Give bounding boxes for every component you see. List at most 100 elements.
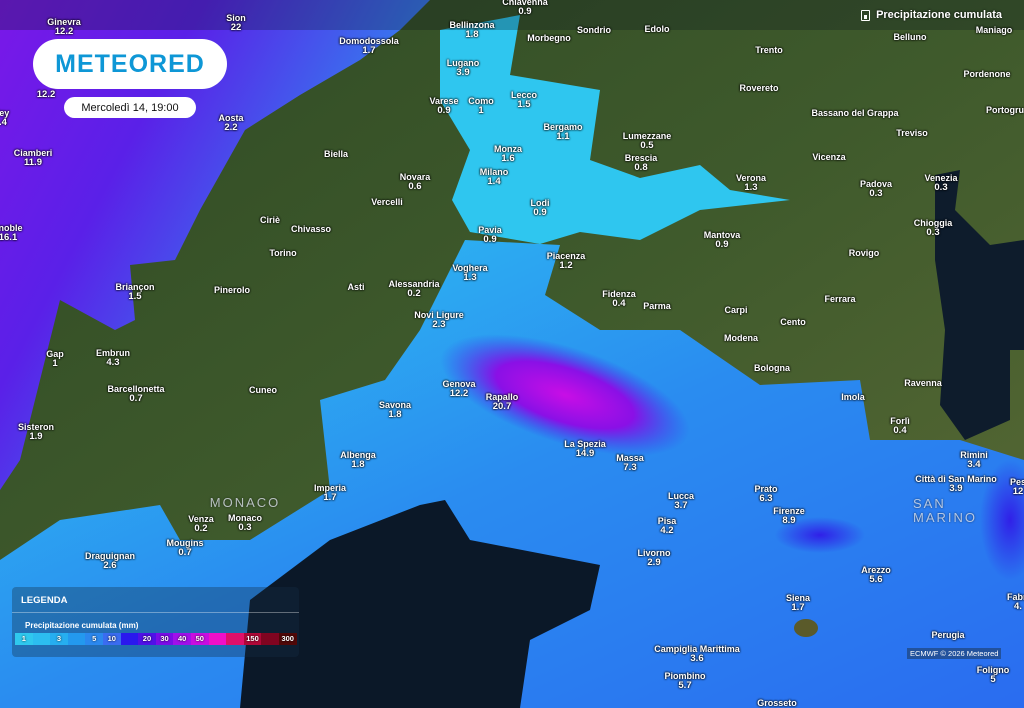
legend-subtitle: Precipitazione cumulata (mm): [25, 621, 139, 630]
city-name: Gap: [46, 349, 64, 359]
city-label: Como 1: [468, 96, 494, 116]
city-label: Lumezzane 0.5: [623, 131, 672, 151]
city-label: Morbegno: [527, 33, 571, 43]
city-label: Pinerolo: [214, 285, 250, 295]
precip-value: 0.9: [483, 234, 497, 245]
city-label: Verona 1.3: [736, 173, 766, 193]
city-name: Piacenza: [546, 251, 586, 261]
precip-value: 1.3: [744, 182, 758, 193]
city-name: Livorno: [637, 548, 671, 558]
city-name: Forlì: [890, 416, 910, 426]
city-name: Ciriè: [259, 215, 281, 225]
forecast-datetime[interactable]: Mercoledì 14, 19:00: [64, 97, 196, 118]
precip-value: 11.9: [24, 157, 42, 168]
city-label: Bergamo 1.1: [543, 122, 582, 142]
precip-value: 6.3: [759, 493, 773, 504]
city-name: Sisteron: [17, 422, 55, 432]
city-label: Embrun 4.3: [96, 348, 130, 368]
precip-value: 0.8: [634, 162, 648, 173]
precip-value: 1.8: [388, 409, 402, 420]
attribution: ECMWF © 2026 Meteored: [907, 648, 1002, 659]
city-name: Brescia: [624, 153, 658, 163]
city-name: Lodi: [530, 198, 550, 208]
precip-value: 5.6: [869, 574, 883, 585]
city-label: Chioggia 0.3: [914, 218, 953, 238]
city-name: Voghera: [452, 263, 488, 273]
top-bar: [0, 0, 1024, 30]
meteored-logo[interactable]: METEORED: [33, 39, 227, 89]
city-label: Pes 12: [1010, 477, 1024, 497]
city-label: Ferrara: [824, 294, 855, 304]
precip-value: 8.9: [782, 515, 796, 526]
city-name: Novi Ligure: [414, 310, 464, 320]
precip-moderate-east: [980, 460, 1024, 580]
city-name: Lugano: [446, 58, 480, 68]
city-label: Firenze 8.9: [773, 506, 805, 526]
city-name: Modena: [723, 333, 759, 343]
precip-value: 1: [52, 358, 58, 369]
precip-value: 7.3: [623, 462, 637, 473]
city-label: Alessandria 0.2: [388, 279, 439, 299]
precip-area-lakes: [440, 15, 790, 244]
precip-value: 0.9: [533, 207, 547, 218]
precip-value: 0.9: [518, 6, 532, 17]
legend-step: 150: [243, 633, 262, 645]
city-name: Imperia: [313, 483, 347, 493]
city-label: Rovigo: [849, 248, 880, 258]
city-name: Venezia: [924, 173, 958, 183]
city-label: Savona 1.8: [379, 400, 411, 420]
city-name: Ferrara: [824, 294, 856, 304]
city-name: Monza: [494, 144, 522, 154]
city-label: Sisteron 1.9: [18, 422, 54, 442]
city-label: Voghera 1.3: [452, 263, 487, 283]
precip-value: 1.9: [29, 431, 43, 442]
city-name: Genova: [442, 379, 476, 389]
precip-value: 14.9: [575, 448, 595, 459]
city-name: Mougins: [166, 538, 204, 548]
city-name: Biella: [323, 149, 349, 159]
precip-value: 12: [1012, 486, 1024, 497]
city-name: Ciamberi: [13, 148, 53, 158]
precip-value: 0.3: [238, 522, 252, 533]
city-label: Genova 12.2: [442, 379, 475, 399]
city-label: Pavia 0.9: [478, 225, 502, 245]
city-name: Rovigo: [848, 248, 880, 258]
precip-value: 0.6: [408, 181, 422, 192]
city-name: Fabri: [1006, 592, 1024, 602]
city-name: Parma: [643, 301, 671, 311]
island-elba: [794, 619, 818, 637]
city-label: Siena 1.7: [786, 593, 810, 613]
legend-step: [32, 633, 51, 645]
city-label: Grosseto: [757, 698, 797, 708]
city-label: Brescia 0.8: [625, 153, 658, 173]
precip-value: 2.9: [647, 557, 661, 568]
city-name: Bergamo: [543, 122, 583, 132]
city-name: Chioggia: [913, 218, 953, 228]
city-name: Bologna: [754, 363, 790, 373]
legend-step: [67, 633, 86, 645]
city-label: Imperia 1.7: [314, 483, 346, 503]
legend-step: 50: [190, 633, 209, 645]
layer-selector[interactable]: Precipitazione cumulata: [861, 9, 1002, 21]
city-label: Novi Ligure 2.3: [414, 310, 464, 330]
city-label: Portogru: [986, 105, 1024, 115]
city-name: Varese: [429, 96, 459, 106]
city-name: Imola: [841, 392, 865, 402]
city-name: Lumezzane: [622, 131, 672, 141]
city-label: Gap 1: [46, 349, 64, 369]
precip-value: 0.4: [893, 425, 907, 436]
precip-value: 1: [478, 105, 484, 116]
precip-value: 1.5: [128, 291, 142, 302]
legend-step: 10: [102, 633, 121, 645]
precip-value: 1.8: [351, 459, 365, 470]
precip-value: 0.9: [715, 239, 729, 250]
city-name: Como: [468, 96, 494, 106]
precip-value: 2.2: [224, 122, 238, 133]
precip-value: 0.3: [926, 227, 940, 238]
city-label: Monaco 0.3: [228, 513, 262, 533]
city-label: Vicenza: [812, 152, 845, 162]
city-label: Domodossola 1.7: [339, 36, 399, 56]
city-label: Lecco 1.5: [511, 90, 537, 110]
precip-value: 1.1: [556, 131, 570, 142]
